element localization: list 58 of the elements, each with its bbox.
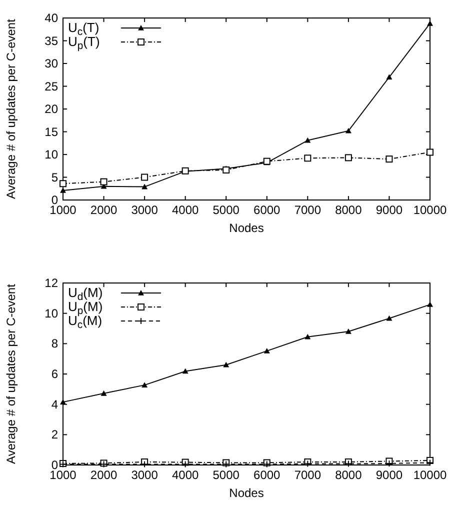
- point: [141, 460, 148, 468]
- y-axis-title: Average # of updates per C-event: [4, 283, 18, 464]
- point: [426, 148, 434, 156]
- x-tick-label: 2000: [90, 468, 118, 482]
- y-tick-label: 12: [44, 276, 58, 290]
- x-tick-label: 7000: [294, 203, 322, 217]
- x-tick-label: 8000: [335, 203, 362, 217]
- point: [60, 180, 66, 188]
- point: [345, 128, 352, 134]
- x-tick-label: 5000: [212, 203, 240, 217]
- point: [142, 382, 148, 388]
- point: [386, 315, 392, 321]
- y-tick-label: 6: [51, 367, 58, 381]
- point: [344, 154, 352, 162]
- x-tick-label: 9000: [376, 203, 403, 217]
- y-tick-label: 8: [51, 336, 58, 351]
- x-tick-label: 10000: [413, 203, 448, 217]
- point: [141, 174, 148, 181]
- x-tick-label: 4000: [172, 468, 200, 482]
- point: [426, 459, 434, 466]
- x-tick-label: 4000: [172, 203, 200, 217]
- y-tick-label: 40: [44, 11, 58, 25]
- point: [223, 362, 230, 368]
- point: [304, 154, 312, 162]
- point: [386, 156, 393, 163]
- point: [182, 368, 188, 374]
- x-tick-label: 9000: [376, 468, 403, 482]
- y-tick-label: 2: [51, 428, 58, 442]
- y-tick-label: 15: [44, 124, 58, 139]
- point: [386, 74, 392, 80]
- x-tick-label: 10000: [413, 468, 448, 482]
- point: [304, 334, 311, 340]
- y-tick-label: 20: [44, 102, 58, 116]
- x-axis-title: Nodes: [229, 221, 264, 235]
- point: [345, 328, 352, 334]
- y-tick-label: 25: [44, 79, 58, 94]
- y-tick-label: 4: [51, 397, 58, 412]
- point: [264, 348, 270, 354]
- x-tick-label: 8000: [335, 468, 362, 482]
- y-tick-label: 35: [44, 34, 58, 48]
- point: [100, 390, 107, 396]
- x-tick-label: 5000: [212, 468, 240, 482]
- y-tick-label: 10: [44, 148, 58, 162]
- point: [100, 178, 108, 186]
- x-tick-label: 2000: [90, 203, 118, 217]
- y-tick-label: 10: [44, 306, 58, 320]
- x-tick-label: 3000: [131, 468, 158, 482]
- x-tick-label: 6000: [254, 468, 281, 482]
- point: [142, 184, 148, 190]
- x-axis-title: Nodes: [229, 486, 264, 500]
- x-tick-label: 7000: [294, 468, 322, 482]
- point: [304, 137, 311, 143]
- x-tick-label: 3000: [131, 203, 158, 217]
- x-tick-label: 6000: [254, 203, 281, 217]
- y-tick-label: 5: [51, 170, 58, 184]
- point: [222, 166, 230, 174]
- y-tick-label: 30: [44, 56, 58, 70]
- y-axis-title: Average # of updates per C-event: [4, 18, 18, 199]
